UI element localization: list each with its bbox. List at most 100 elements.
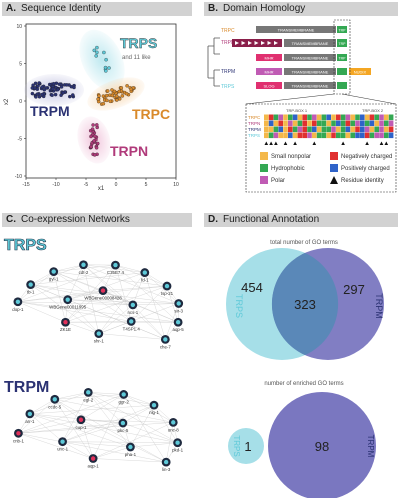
venn-bottom-left-count: 1 — [244, 439, 251, 454]
alignment-cell — [364, 132, 370, 139]
x-tick-label: -15 — [22, 182, 29, 188]
scatter-point — [95, 141, 100, 146]
tree-label-trpc: TRPC — [221, 28, 235, 34]
network-node: ggr-2 — [119, 390, 130, 404]
scatter-point — [119, 86, 124, 90]
tm-label: TRANSMEMBRANE — [278, 28, 315, 33]
svg-text:Small nonpolar: Small nonpolar — [271, 154, 311, 160]
network-node-label: nlg-1 — [149, 410, 159, 415]
alignment-cell — [369, 114, 375, 121]
identity-marker — [264, 141, 269, 145]
network-node: unc-1 — [57, 437, 69, 452]
y-tick-label: -5 — [18, 137, 23, 143]
scatter-point — [34, 95, 38, 99]
alignment-cell — [369, 132, 375, 139]
alignment-cell — [297, 114, 303, 121]
scatter-point — [59, 85, 64, 89]
network-node: shr-1 — [94, 329, 104, 344]
panel-b-letter: B. — [208, 3, 218, 14]
alignment-cell — [384, 114, 389, 121]
identity-marker — [293, 141, 297, 145]
alignment-cell — [273, 114, 279, 121]
alignment-cell — [340, 126, 346, 133]
network-node-label: ggr-2 — [119, 399, 130, 404]
svg-text:TRPC: TRPC — [248, 115, 261, 120]
scatter-point — [107, 66, 111, 70]
alignment-cell — [292, 120, 298, 127]
alignment-cell — [364, 114, 370, 121]
alignment-cell — [374, 114, 379, 121]
alignment-cell — [273, 126, 279, 133]
alignment-cell — [288, 126, 293, 133]
alignment-cell — [288, 120, 293, 127]
alignment-cell — [331, 126, 336, 133]
scatter-point — [37, 81, 41, 85]
alignment-cell — [268, 132, 274, 139]
svg-text:MHR: MHR — [264, 56, 273, 61]
alignment-cell — [331, 114, 336, 121]
network-node: dop-1 — [12, 297, 24, 312]
scatter-point — [93, 134, 97, 139]
trpc-label: TRPC — [132, 106, 170, 122]
alignment-cell — [321, 120, 327, 127]
network-node-label: cdt-2 — [79, 270, 89, 275]
alignment-cell — [379, 114, 384, 121]
svg-text:Polar: Polar — [271, 178, 285, 184]
svg-text:Residue identity: Residue identity — [341, 178, 384, 184]
alignment-cell — [345, 114, 351, 121]
network-node: pkd-1 — [172, 438, 184, 453]
alignment-cell — [283, 126, 288, 133]
alignment-cell — [264, 120, 269, 127]
alignment-cell — [360, 126, 365, 133]
alignment-cell — [388, 114, 394, 121]
network-node: WBGene00011995 — [49, 295, 87, 310]
tree-label-trpn: TRPN — [221, 40, 235, 46]
alignment-cell — [374, 132, 379, 139]
network-node-label: unc-1 — [57, 447, 69, 452]
venn-top-trps-label: TRPS — [234, 294, 244, 318]
network-edges — [18, 392, 178, 463]
panel-d-title: Functional Annotation — [223, 214, 320, 225]
alignment-cell — [355, 132, 360, 139]
alignment-cell — [302, 114, 307, 121]
network-node-label: egl-2 — [83, 397, 93, 402]
alignment-cell — [379, 132, 384, 139]
venn-bottom-title: number of enriched GO terms — [264, 381, 343, 387]
alignment-cell — [278, 120, 283, 127]
scatter-point — [92, 48, 97, 53]
scatter-point — [104, 69, 108, 73]
alignment-cell — [340, 114, 346, 121]
domain-row-trps: SLOG TRANSMEMBRANE — [256, 82, 347, 89]
trp-box-1-header: TRP-BOX 1 — [286, 108, 308, 113]
network-node: tb-1 — [26, 280, 36, 295]
scatter-point — [120, 94, 125, 98]
scatter-point — [124, 91, 129, 96]
domain-row-trpm: MHR TRANSMEMBRANE TRP — [256, 54, 347, 61]
alignment-cell — [302, 126, 307, 133]
alignment-cell — [321, 132, 327, 139]
residue-legend: Small nonpolar Negatively charged Hydrop… — [260, 152, 392, 184]
venn-bottom-trpm-label: TRPM — [366, 435, 375, 458]
scatter-point — [57, 82, 62, 86]
svg-text:TRP: TRP — [339, 29, 347, 33]
alignment-cell — [316, 126, 322, 133]
alignment-cell — [264, 132, 269, 139]
alignment-cell — [312, 132, 317, 139]
network-title-trpm: TRPM — [4, 379, 49, 396]
y-tick-label: -10 — [15, 174, 22, 180]
identity-markers — [264, 141, 389, 145]
ankyrin-repeats — [235, 41, 278, 45]
alignment-cell — [360, 120, 365, 127]
svg-text:TRANSMEMBRANE: TRANSMEMBRANE — [292, 70, 329, 75]
scatter-point — [95, 50, 99, 55]
scatter-point — [104, 93, 109, 98]
alignment-cell — [374, 120, 379, 127]
network-node: aqp-5 — [173, 317, 184, 332]
alignment-cell — [350, 132, 355, 139]
x-tick-label: 5 — [145, 182, 148, 188]
scatter-point — [92, 139, 96, 143]
alignment-cell — [302, 132, 307, 139]
alignment-cell — [312, 114, 317, 121]
network-node-label: cnb-1 — [13, 438, 25, 443]
network-node-label: arr-1 — [25, 419, 35, 424]
